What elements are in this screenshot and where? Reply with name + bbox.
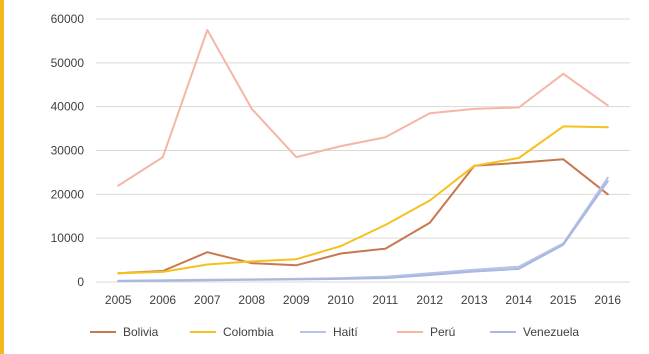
y-tick-label: 60000 bbox=[51, 12, 85, 26]
legend-label: Perú bbox=[430, 325, 455, 339]
series-line-bolivia bbox=[117, 158, 609, 275]
y-tick-label: 40000 bbox=[51, 100, 85, 114]
y-tick-label: 50000 bbox=[51, 56, 85, 70]
x-tick-label: 2010 bbox=[327, 293, 354, 307]
legend: Bolivia Colombia Haití Perú Venezuela bbox=[90, 325, 579, 339]
x-tick-label: 2008 bbox=[238, 293, 265, 307]
y-tick-label: 10000 bbox=[51, 231, 85, 245]
legend-label: Venezuela bbox=[523, 325, 579, 339]
legend-label: Bolivia bbox=[123, 325, 159, 339]
series-line-per bbox=[117, 29, 609, 187]
x-tick-label: 2013 bbox=[461, 293, 488, 307]
x-tick-label: 2009 bbox=[283, 293, 310, 307]
x-tick-label: 2015 bbox=[550, 293, 577, 307]
y-tick-label: 20000 bbox=[51, 187, 85, 201]
x-tick-label: 2005 bbox=[105, 293, 132, 307]
y-axis-ticks: 0 10000 20000 30000 40000 50000 60000 bbox=[51, 12, 85, 289]
x-tick-label: 2011 bbox=[372, 293, 398, 307]
legend-item-bolivia: Bolivia bbox=[90, 325, 159, 339]
legend-item-per: Perú bbox=[397, 325, 455, 339]
x-tick-label: 2016 bbox=[594, 293, 621, 307]
accent-rule bbox=[0, 0, 4, 354]
legend-item-colombia: Colombia bbox=[190, 325, 274, 339]
x-tick-label: 2007 bbox=[194, 293, 221, 307]
gridlines bbox=[96, 18, 630, 283]
y-tick-label: 0 bbox=[77, 275, 84, 289]
legend-item-venezuela: Venezuela bbox=[490, 325, 579, 339]
series-line-venezuela bbox=[117, 180, 609, 283]
y-tick-label: 30000 bbox=[51, 144, 85, 158]
x-tick-label: 2006 bbox=[149, 293, 176, 307]
x-axis-ticks: 2005 2006 2007 2008 2009 2010 2011 2012 2013 2014… bbox=[105, 293, 622, 307]
series-line-colombia bbox=[117, 125, 609, 275]
series-line-hait bbox=[117, 176, 609, 282]
x-tick-label: 2014 bbox=[505, 293, 532, 307]
legend-label: Haití bbox=[333, 325, 358, 339]
series-lines bbox=[117, 29, 609, 283]
legend-label: Colombia bbox=[223, 325, 274, 339]
x-tick-label: 2012 bbox=[416, 293, 443, 307]
legend-item-hait: Haití bbox=[300, 325, 358, 339]
